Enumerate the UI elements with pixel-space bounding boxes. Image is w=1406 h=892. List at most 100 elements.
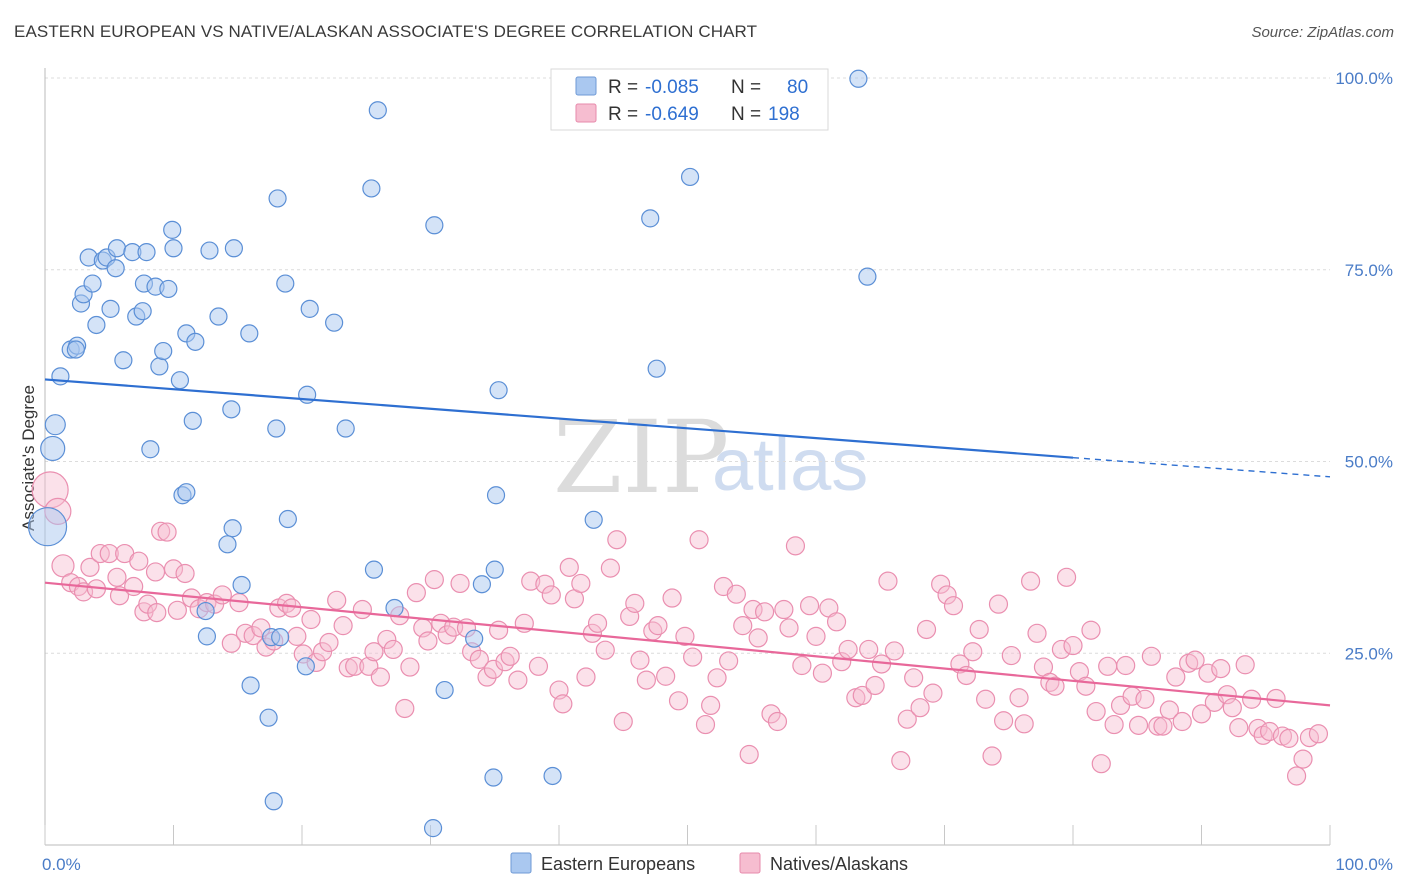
point-natives-alaskans [743,599,763,620]
point-eastern-europeans [40,435,66,462]
point-eastern-europeans [364,560,384,579]
point-natives-alaskans [129,551,149,571]
point-eastern-europeans [222,400,241,419]
correlation-legend: R = -0.085 N = 80 R = -0.649 N = 198 [550,68,829,131]
legend-swatch-blue [575,76,597,96]
point-natives-alaskans [157,522,177,542]
bottom-legend-swatch-pink [739,852,761,874]
point-eastern-europeans [87,315,106,335]
point-natives-alaskans [147,602,167,623]
point-natives-alaskans [1009,688,1029,708]
point-eastern-europeans [66,340,85,359]
point-natives-alaskans [668,691,689,711]
point-natives-alaskans [969,619,989,640]
point-natives-alaskans [607,530,627,550]
point-eastern-europeans [196,601,215,621]
point-eastern-europeans [107,239,127,258]
point-natives-alaskans [600,558,621,578]
point-natives-alaskans [701,695,721,716]
legend-r-label-2: R = [608,104,638,125]
bottom-legend-swatch-blue [510,852,532,874]
point-natives-alaskans [167,600,187,620]
point-natives-alaskans [424,570,444,590]
point-eastern-europeans [218,535,237,554]
point-natives-alaskans [1141,646,1161,666]
legend-n-value-1: 80 [787,77,808,98]
chart-source: Source: ZipAtlas.com [1251,24,1394,41]
point-natives-alaskans [613,711,633,732]
y-tick-label: 50.0% [1345,453,1393,472]
point-natives-alaskans [994,711,1014,731]
gridlines [45,77,1330,654]
point-eastern-europeans [224,239,243,258]
point-natives-alaskans [221,633,241,653]
point-eastern-europeans [647,359,666,378]
point-natives-alaskans [923,683,943,703]
point-natives-alaskans [838,639,858,660]
point-natives-alaskans [576,667,596,687]
point-natives-alaskans [648,616,668,636]
point-natives-alaskans [1159,700,1179,720]
point-natives-alaskans [689,530,709,550]
point-natives-alaskans [988,594,1009,614]
point-eastern-europeans [264,792,283,811]
point-eastern-europeans [271,628,290,647]
point-natives-alaskans [495,652,515,672]
point-natives-alaskans [963,642,983,662]
point-natives-alaskans [812,663,833,683]
point-natives-alaskans [859,639,879,660]
point-natives-alaskans [1308,724,1329,744]
point-natives-alaskans [937,585,957,605]
point-natives-alaskans [662,588,682,608]
point-natives-alaskans [1222,698,1242,718]
point-eastern-europeans [267,419,286,438]
point-natives-alaskans [904,668,924,688]
point-natives-alaskans [370,667,390,687]
point-natives-alaskans [175,563,195,584]
point-natives-alaskans [910,698,930,718]
point-natives-alaskans [982,746,1002,766]
point-eastern-europeans [486,486,506,505]
point-eastern-europeans [259,708,278,727]
point-natives-alaskans [1045,676,1065,696]
point-eastern-europeans [472,575,491,594]
bottom-legend-label-eastern-europeans: Eastern Europeans [541,854,695,874]
point-natives-alaskans [1056,567,1077,587]
y-tick-label: 75.0% [1345,261,1393,280]
point-eastern-europeans [465,629,484,648]
point-eastern-europeans [268,189,287,208]
point-natives-alaskans [748,628,768,648]
point-natives-alaskans [785,536,806,556]
point-eastern-europeans [106,259,125,278]
point-natives-alaskans [528,656,549,676]
point-eastern-europeans [241,676,260,695]
point-eastern-europeans [325,313,344,332]
point-eastern-europeans [858,267,877,286]
point-natives-alaskans [559,557,579,577]
point-eastern-europeans [543,766,562,786]
point-natives-alaskans [145,562,166,582]
point-natives-alaskans [418,631,438,651]
point-eastern-europeans [423,819,443,838]
point-natives-alaskans [739,744,759,765]
point-natives-alaskans [1086,701,1106,722]
point-natives-alaskans [364,642,384,662]
point-natives-alaskans [1191,704,1212,724]
point-eastern-europeans [197,627,217,646]
point-natives-alaskans [852,685,872,706]
tick-labels: 25.0% 50.0% 75.0% 100.0% 0.0% 100.0% [42,69,1393,874]
point-natives-alaskans [395,698,415,719]
point-natives-alaskans [587,613,608,633]
point-eastern-europeans [484,768,503,787]
trend-lines [44,378,1331,707]
point-natives-alaskans [1229,718,1249,738]
point-eastern-europeans [368,101,387,120]
series-legend: Eastern Europeans Natives/Alaskans [510,852,908,874]
point-eastern-europeans [44,414,66,436]
point-natives-alaskans [1051,639,1072,660]
point-natives-alaskans [656,666,676,686]
point-eastern-europeans [276,274,295,293]
point-natives-alaskans [1185,650,1205,670]
point-natives-alaskans [792,655,812,676]
point-natives-alaskans [1104,714,1124,735]
